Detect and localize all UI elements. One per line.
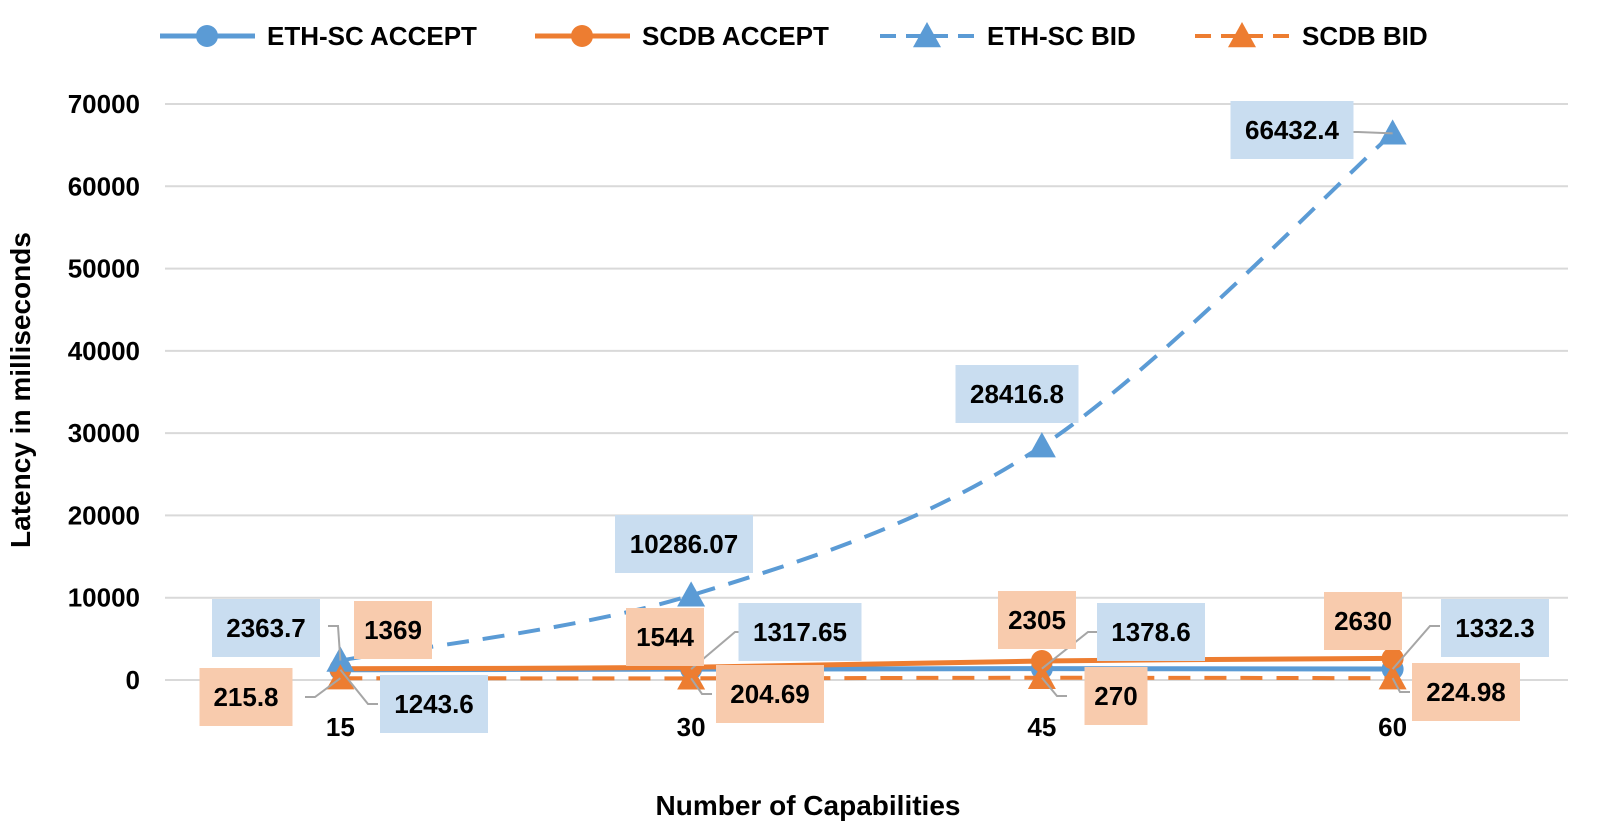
x-axis-title: Number of Capabilities bbox=[656, 790, 961, 821]
data-label-eth-sc-accept: 1332.3 bbox=[1455, 613, 1535, 643]
data-label-box-eth-sc-bid bbox=[212, 599, 320, 657]
y-tick-label: 60000 bbox=[68, 171, 140, 201]
y-axis-title: Latency in milliseconds bbox=[5, 232, 36, 548]
series-line-eth-sc-bid bbox=[340, 131, 1394, 663]
data-label-scdb-bid: 215.8 bbox=[213, 682, 278, 712]
legend-label: SCDB BID bbox=[1302, 21, 1428, 51]
data-label-box-scdb-bid bbox=[199, 668, 293, 726]
label-leader-line bbox=[690, 677, 712, 695]
label-leader-line bbox=[1391, 677, 1410, 693]
legend-marker bbox=[913, 22, 941, 48]
label-leader-line bbox=[1041, 631, 1098, 670]
data-label-eth-sc-accept: 1317.65 bbox=[753, 617, 847, 647]
data-label-box-eth-sc-bid bbox=[1230, 101, 1354, 159]
data-point-eth-sc-bid bbox=[1378, 119, 1407, 145]
x-axis-ticks: 15 30 45 60 bbox=[326, 712, 1407, 742]
data-label-box-eth-sc-accept bbox=[1441, 599, 1549, 657]
y-tick-label: 20000 bbox=[68, 500, 140, 530]
data-label-eth-sc-accept: 1243.6 bbox=[394, 689, 474, 719]
legend-label: SCDB ACCEPT bbox=[642, 21, 829, 51]
data-label-scdb-bid: 224.98 bbox=[1426, 677, 1506, 707]
series-scdb-accept bbox=[329, 647, 1404, 680]
legend-item-eth-sc-bid: ETH-SC BID bbox=[880, 21, 1136, 51]
data-label-box-eth-sc-accept bbox=[1097, 603, 1205, 661]
legend-item-scdb-accept: SCDB ACCEPT bbox=[535, 21, 829, 51]
data-label-scdb-accept: 2630 bbox=[1334, 606, 1392, 636]
label-leader-lines bbox=[305, 131, 1440, 705]
series-line-scdb-bid bbox=[340, 675, 1393, 681]
data-label-box-scdb-bid bbox=[716, 665, 824, 723]
legend-marker bbox=[1228, 22, 1256, 48]
label-leader-line bbox=[1391, 625, 1440, 670]
data-label-scdb-bid: 270 bbox=[1094, 681, 1137, 711]
y-tick-label: 70000 bbox=[68, 89, 140, 119]
x-tick-label: 60 bbox=[1378, 712, 1407, 742]
y-tick-label: 30000 bbox=[68, 418, 140, 448]
x-tick-label: 15 bbox=[326, 712, 355, 742]
data-label-eth-sc-bid: 2363.7 bbox=[226, 613, 306, 643]
legend-label: ETH-SC ACCEPT bbox=[267, 21, 477, 51]
label-leader-line bbox=[1041, 677, 1067, 697]
data-label-scdb-bid: 204.69 bbox=[730, 679, 810, 709]
label-leader-line bbox=[1348, 131, 1393, 135]
data-label-box-scdb-accept bbox=[1324, 592, 1402, 650]
x-tick-label: 45 bbox=[1027, 712, 1056, 742]
data-label-box-scdb-accept bbox=[626, 608, 704, 666]
legend-label: ETH-SC BID bbox=[987, 21, 1136, 51]
data-labels: 1243.6 1317.65 1378.6 1332.3 1369 1544 2305 263… bbox=[199, 101, 1549, 733]
data-point-scdb-bid bbox=[1027, 663, 1056, 689]
data-point-eth-sc-bid bbox=[677, 581, 706, 607]
data-label-scdb-accept: 1544 bbox=[636, 622, 694, 652]
data-label-eth-sc-bid: 66432.4 bbox=[1245, 115, 1340, 145]
data-label-scdb-accept: 2305 bbox=[1008, 605, 1066, 635]
series-group bbox=[326, 119, 1407, 690]
data-label-box-eth-sc-bid bbox=[615, 515, 753, 573]
legend-item-eth-sc-accept: ETH-SC ACCEPT bbox=[160, 21, 477, 51]
data-point-scdb-bid bbox=[1378, 664, 1407, 690]
data-label-scdb-accept: 1369 bbox=[364, 615, 422, 645]
legend: ETH-SC ACCEPT SCDB ACCEPT ETH-SC BID SCDB B… bbox=[160, 21, 1428, 51]
label-leader-line bbox=[305, 677, 341, 698]
data-point-scdb-accept bbox=[1030, 650, 1053, 673]
y-axis-ticks: 0 10000 20000 30000 40000 50000 60000 70000 bbox=[68, 89, 140, 695]
grid-lines bbox=[165, 103, 1568, 681]
data-label-eth-sc-bid: 10286.07 bbox=[630, 529, 738, 559]
data-label-box-scdb-accept bbox=[354, 601, 432, 659]
data-label-box-eth-sc-accept bbox=[380, 675, 488, 733]
legend-marker bbox=[196, 25, 218, 47]
legend-marker bbox=[571, 25, 593, 47]
label-leader-line bbox=[328, 625, 342, 661]
data-label-box-scdb-accept bbox=[998, 591, 1076, 649]
y-tick-label: 40000 bbox=[68, 336, 140, 366]
y-tick-label: 10000 bbox=[68, 583, 140, 613]
data-label-box-eth-sc-bid bbox=[955, 365, 1079, 423]
y-tick-label: 0 bbox=[126, 665, 140, 695]
data-label-box-scdb-bid bbox=[1084, 667, 1148, 725]
data-label-eth-sc-bid: 28416.8 bbox=[970, 379, 1064, 409]
legend-item-scdb-bid: SCDB BID bbox=[1195, 21, 1428, 51]
series-line-scdb-accept bbox=[340, 655, 1393, 672]
data-label-box-scdb-bid bbox=[1412, 663, 1520, 721]
data-point-eth-sc-bid bbox=[1027, 432, 1056, 458]
data-point-scdb-bid bbox=[677, 664, 706, 690]
label-leader-line bbox=[339, 669, 378, 705]
data-label-eth-sc-accept: 1378.6 bbox=[1111, 617, 1191, 647]
y-tick-label: 50000 bbox=[68, 254, 140, 284]
series-eth-sc-bid bbox=[326, 119, 1407, 672]
data-label-box-eth-sc-accept bbox=[738, 603, 862, 661]
x-tick-label: 30 bbox=[677, 712, 706, 742]
